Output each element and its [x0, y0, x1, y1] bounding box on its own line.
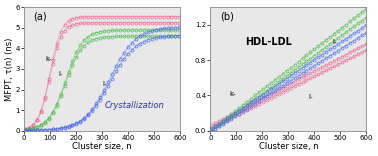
- Y-axis label: MFPT, τ(n) (ns): MFPT, τ(n) (ns): [5, 37, 14, 101]
- X-axis label: Cluster size, n: Cluster size, n: [259, 142, 318, 151]
- Text: (b): (b): [220, 11, 234, 21]
- Text: (a): (a): [33, 11, 47, 21]
- Text: k-: k-: [46, 56, 53, 62]
- Text: l-: l-: [332, 39, 336, 45]
- Text: k-: k-: [229, 91, 236, 97]
- Text: HDL-LDL: HDL-LDL: [245, 37, 291, 47]
- X-axis label: Cluster size, n: Cluster size, n: [72, 142, 132, 151]
- Text: l-: l-: [58, 71, 63, 77]
- Text: Crystallization: Crystallization: [105, 101, 165, 110]
- Text: l-: l-: [102, 81, 107, 87]
- Text: l-: l-: [309, 94, 313, 100]
